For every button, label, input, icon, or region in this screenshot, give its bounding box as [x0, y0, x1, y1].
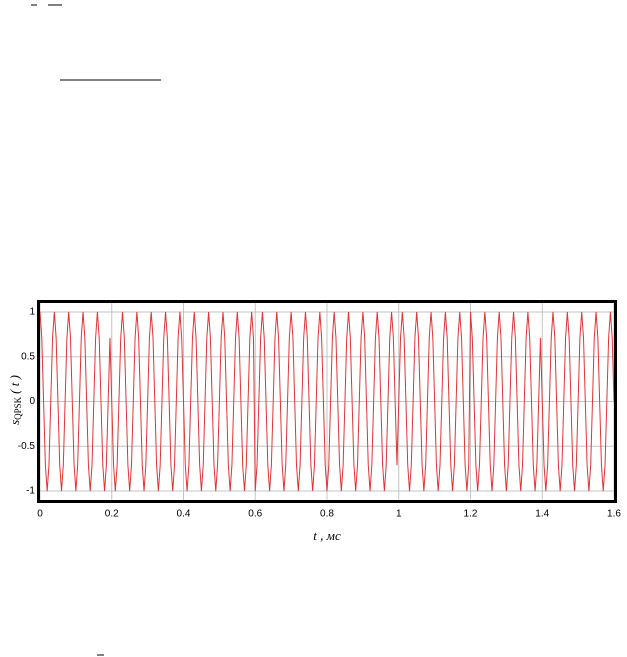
y-label-suffix: ( t )	[7, 375, 22, 394]
y-label-main: s	[7, 420, 22, 425]
x-tick-label: 1	[396, 509, 402, 520]
x-tick-label: 0.6	[248, 509, 262, 520]
y-tick-label: 0	[29, 396, 35, 407]
x-tick-label: 1.2	[464, 509, 478, 520]
y-tick-label: 0.5	[21, 351, 35, 362]
x-tick-label: 0	[37, 509, 43, 520]
x-tick-label: 0.4	[177, 509, 191, 520]
y-label-sub: QPSK	[13, 396, 23, 420]
y-tick-label: -1	[26, 486, 35, 497]
x-axis-label: t , мс	[313, 528, 341, 543]
plot-frame	[37, 300, 617, 503]
x-tick-label: 0.2	[105, 509, 119, 520]
signal-line	[39, 311, 615, 492]
x-tick-label: 1.6	[607, 509, 621, 520]
x-tick-label: 0.8	[320, 509, 334, 520]
y-axis-label: sQPSK ( t )	[7, 375, 23, 425]
plot: -1 -0.5 0 0.5 1 0 0.2 0.4 0.6 0.8 1 1.2 1.4 1.6	[18, 300, 621, 520]
x-tick-label: 1.4	[535, 509, 549, 520]
y-tick-label: 1	[29, 307, 35, 318]
y-tick-label: -0.5	[18, 441, 36, 452]
